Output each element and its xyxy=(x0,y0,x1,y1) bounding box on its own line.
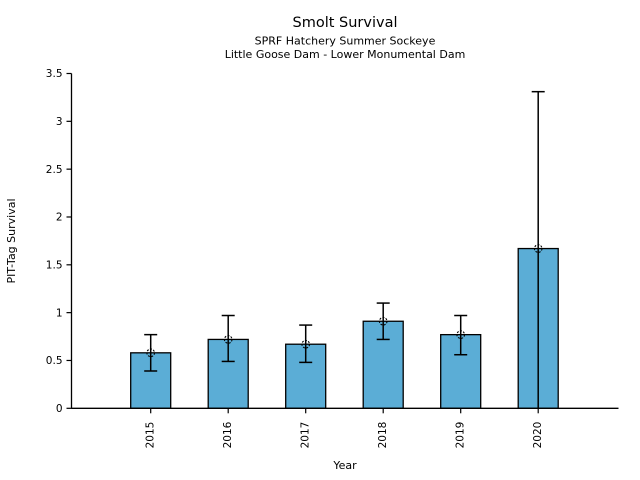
point-marker-2017 xyxy=(301,339,311,349)
y-axis-label: PIT-Tag Survival xyxy=(5,198,18,283)
point-marker-2016 xyxy=(223,335,233,344)
x-tick-label-2017: 2017 xyxy=(300,422,312,449)
chart-subtitle-stock: SPRF Hatchery Summer Sockeye xyxy=(255,35,436,48)
x-tick-label-2015: 2015 xyxy=(145,422,157,449)
y-tick-label-0.5: 0.5 xyxy=(46,355,63,367)
plot-area: 0 0.5 1 1.5 2 2.5 3 3.5 2015 2016 2017 2018 2019 2020 xyxy=(46,68,619,448)
x-tick-label-2018: 2018 xyxy=(377,422,389,449)
y-tick-label-1.5: 1.5 xyxy=(46,260,63,272)
y-tick-label-2: 2 xyxy=(56,212,63,224)
bar-2018 xyxy=(362,320,404,409)
y-tick-label-3.5: 3.5 xyxy=(46,68,63,80)
chart-subtitle-reach: Little Goose Dam - Lower Monumental Dam xyxy=(225,48,466,61)
y-tick-label-0: 0 xyxy=(56,403,63,415)
x-tick-label-2019: 2019 xyxy=(455,422,467,449)
x-tick-label-2020: 2020 xyxy=(532,422,544,449)
x-axis-label: Year xyxy=(332,459,357,472)
y-tick-label-1: 1 xyxy=(56,307,63,319)
y-tick-label-3: 3 xyxy=(56,116,63,128)
point-marker-2020 xyxy=(533,244,543,253)
y-tick-label-2.5: 2.5 xyxy=(46,164,63,176)
x-tick-label-2016: 2016 xyxy=(222,421,234,448)
chart-title: Smolt Survival xyxy=(293,15,398,31)
point-marker-2018 xyxy=(378,316,388,326)
point-marker-2019 xyxy=(456,330,466,339)
point-marker-2015 xyxy=(146,348,156,358)
